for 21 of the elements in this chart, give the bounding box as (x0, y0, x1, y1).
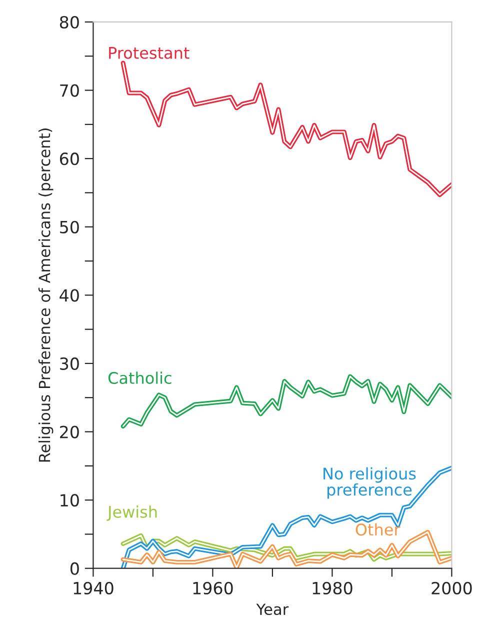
series-label: No religious preference (324, 467, 416, 499)
y-axis-title: Religious Preference of Americans (percent) (38, 128, 54, 462)
x-tick-label: 2000 (432, 582, 472, 594)
y-tick-label: 20 (60, 426, 79, 438)
y-tick-label: 10 (60, 494, 79, 507)
x-tick-label: 1960 (193, 582, 233, 594)
x-axis-title: Year (256, 604, 289, 616)
series-label: Jewish (106, 506, 157, 521)
y-tick-label: 0 (70, 562, 79, 575)
series-label: Other (356, 523, 400, 536)
y-tick-label: 70 (60, 84, 79, 97)
y-tick-label: 80 (60, 16, 79, 29)
y-tick-label: 50 (60, 220, 79, 234)
y-tick-label: 40 (60, 289, 79, 302)
line-series (120, 60, 452, 197)
y-tick-label: 30 (60, 357, 79, 370)
series-label: Catholic (108, 372, 172, 384)
x-tick-label: 1980 (312, 582, 352, 594)
y-tick-label: 60 (60, 152, 79, 166)
x-tick-label: 1940 (74, 582, 114, 594)
series-label: Protestant (109, 47, 190, 59)
